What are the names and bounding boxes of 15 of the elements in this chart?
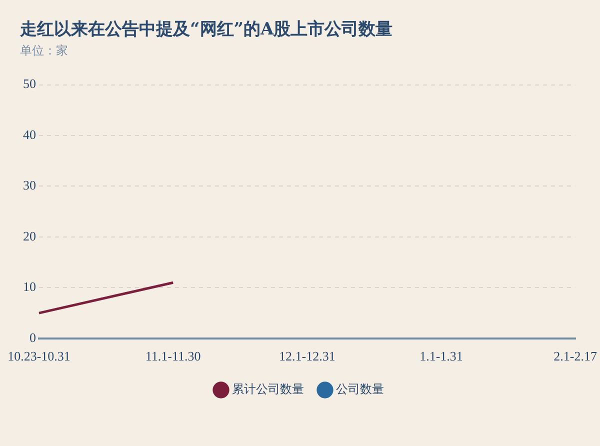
x-tick-label: 1.1-1.31 xyxy=(420,348,463,364)
x-tick-label: 10.23-10.31 xyxy=(8,348,70,364)
legend-label: 累计公司数量 xyxy=(232,382,304,396)
y-tick-label: 30 xyxy=(23,178,36,193)
chart-title: 走红以来在公告中提及“网红”的A股上市公司数量 xyxy=(19,20,393,40)
x-tick-label: 2.1-2.17 xyxy=(554,348,598,364)
y-tick-label: 10 xyxy=(23,279,36,294)
chart-subtitle: 单位：家 xyxy=(20,44,68,58)
x-tick-label: 11.1-11.30 xyxy=(145,348,201,364)
x-tick-label: 12.1-12.31 xyxy=(278,348,336,364)
y-tick-label: 0 xyxy=(30,330,36,345)
y-tick-label: 20 xyxy=(23,228,36,244)
legend-label: 公司数量 xyxy=(336,382,384,396)
y-tick-label: 40 xyxy=(23,126,36,142)
y-tick-label: 50 xyxy=(23,76,36,92)
